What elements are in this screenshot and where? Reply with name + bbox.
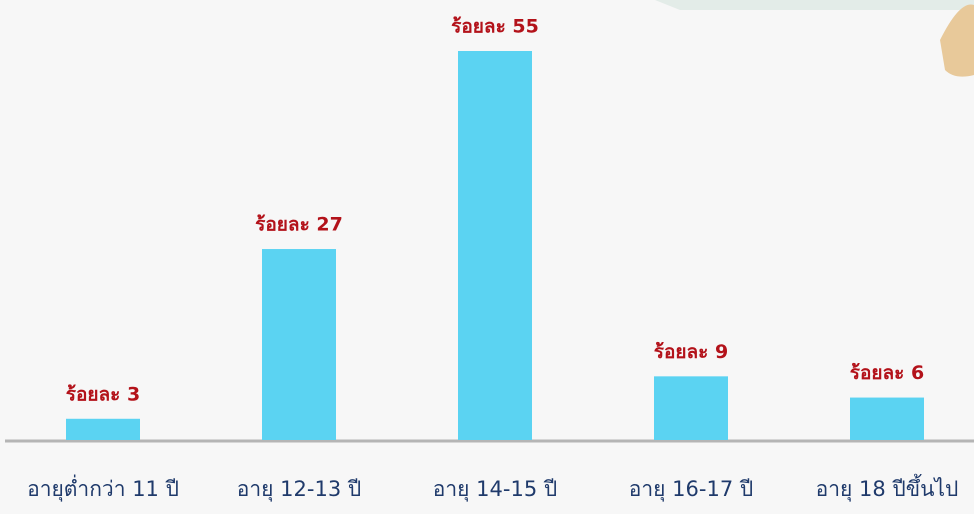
bar — [458, 51, 532, 440]
x-tick-label: อายุ 14-15 ปี — [433, 477, 557, 502]
bar — [654, 376, 728, 440]
bar — [850, 398, 924, 440]
value-label: ร้อยละ 6 — [850, 362, 924, 384]
value-label: ร้อยละ 3 — [66, 383, 140, 405]
x-tick-label: อายุ 16-17 ปี — [629, 477, 753, 502]
x-tick-label: อายุต่ำกว่า 11 ปี — [27, 474, 179, 502]
bar — [262, 249, 336, 440]
x-tick-label: อายุ 12-13 ปี — [237, 477, 361, 502]
value-label: ร้อยละ 9 — [654, 341, 728, 363]
value-label: ร้อยละ 55 — [451, 16, 539, 38]
x-tick-label: อายุ 18 ปีขึ้นไป — [816, 474, 959, 502]
chart: ร้อยละ 3 อายุต่ำกว่า 11 ปี ร้อยละ 27 อายุ 1… — [0, 0, 974, 514]
bar — [66, 419, 140, 440]
decoration — [655, 0, 974, 10]
value-label: ร้อยละ 27 — [255, 214, 343, 236]
